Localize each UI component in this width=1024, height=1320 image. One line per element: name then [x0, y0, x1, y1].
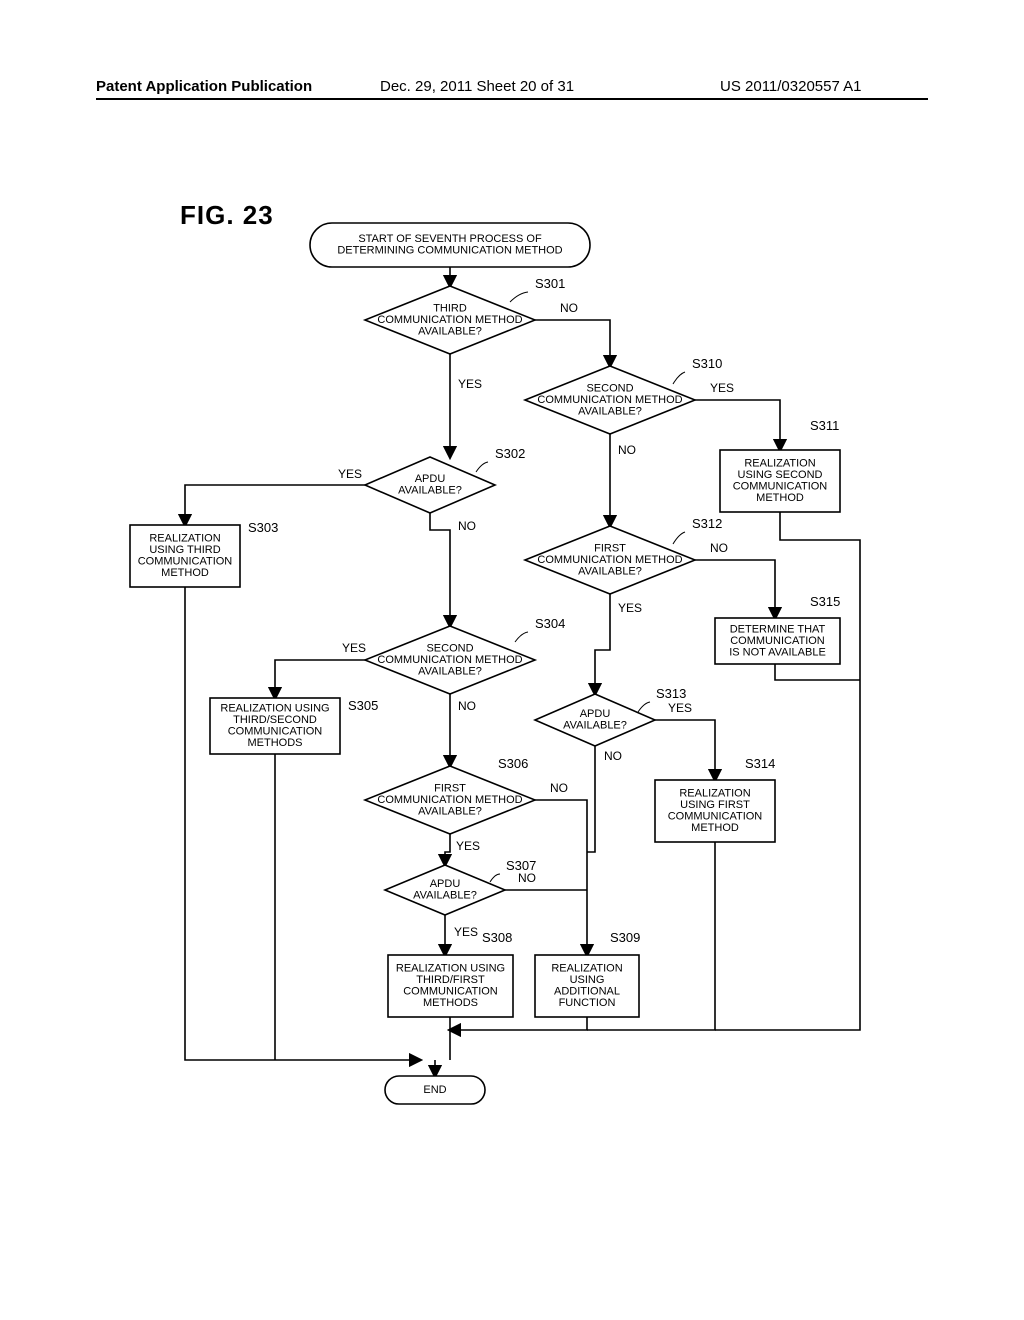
svg-text:THIRD: THIRD — [433, 302, 467, 314]
header-rule — [96, 98, 928, 100]
svg-text:YES: YES — [338, 467, 362, 481]
svg-text:AVAILABLE?: AVAILABLE? — [413, 890, 477, 902]
svg-text:DETERMINE THAT: DETERMINE THAT — [730, 623, 826, 635]
svg-text:S314: S314 — [745, 756, 775, 771]
svg-text:COMMUNICATION METHOD: COMMUNICATION METHOD — [377, 654, 522, 666]
svg-text:REALIZATION: REALIZATION — [679, 788, 750, 800]
svg-text:FIRST: FIRST — [594, 542, 626, 554]
svg-text:COMMUNICATION: COMMUNICATION — [138, 556, 233, 568]
svg-text:COMMUNICATION METHOD: COMMUNICATION METHOD — [537, 554, 682, 566]
svg-text:COMMUNICATION: COMMUNICATION — [403, 986, 498, 998]
svg-text:COMMUNICATION: COMMUNICATION — [730, 635, 825, 647]
svg-text:S312: S312 — [692, 516, 722, 531]
header-left: Patent Application Publication — [96, 78, 312, 95]
svg-text:AVAILABLE?: AVAILABLE? — [418, 665, 482, 677]
svg-text:YES: YES — [668, 701, 692, 715]
svg-text:FIRST: FIRST — [434, 782, 466, 794]
svg-text:AVAILABLE?: AVAILABLE? — [398, 485, 462, 497]
svg-text:REALIZATION: REALIZATION — [551, 963, 622, 975]
svg-text:S301: S301 — [535, 276, 565, 291]
svg-text:NO: NO — [550, 781, 568, 795]
svg-text:YES: YES — [710, 381, 734, 395]
svg-text:END: END — [423, 1084, 446, 1096]
svg-text:NO: NO — [458, 699, 476, 713]
svg-text:S307: S307 — [506, 858, 536, 873]
svg-text:AVAILABLE?: AVAILABLE? — [563, 720, 627, 732]
svg-text:SECOND: SECOND — [586, 382, 633, 394]
svg-text:AVAILABLE?: AVAILABLE? — [418, 325, 482, 337]
svg-text:COMMUNICATION: COMMUNICATION — [228, 726, 323, 738]
svg-text:FUNCTION: FUNCTION — [559, 997, 616, 1009]
svg-text:APDU: APDU — [430, 878, 461, 890]
svg-text:APDU: APDU — [415, 473, 446, 485]
svg-text:NO: NO — [710, 541, 728, 555]
svg-text:S309: S309 — [610, 930, 640, 945]
svg-text:SECOND: SECOND — [426, 642, 473, 654]
svg-text:S302: S302 — [495, 446, 525, 461]
svg-text:S315: S315 — [810, 594, 840, 609]
svg-text:USING FIRST: USING FIRST — [680, 799, 750, 811]
svg-text:REALIZATION USING: REALIZATION USING — [396, 963, 505, 975]
svg-text:APDU: APDU — [580, 708, 611, 720]
svg-text:THIRD/SECOND: THIRD/SECOND — [233, 714, 317, 726]
flowchart: YES NO YES NO YES NO YES NO YES NO YES NO NO YES YES NO… — [120, 220, 900, 1120]
page: Patent Application Publication Dec. 29, … — [0, 0, 1024, 1320]
svg-text:AVAILABLE?: AVAILABLE? — [578, 405, 642, 417]
svg-text:USING THIRD: USING THIRD — [149, 544, 220, 556]
svg-text:METHOD: METHOD — [756, 492, 804, 504]
svg-text:NO: NO — [618, 443, 636, 457]
svg-text:S305: S305 — [348, 698, 378, 713]
svg-text:YES: YES — [458, 377, 482, 391]
svg-text:METHOD: METHOD — [161, 567, 209, 579]
svg-text:USING SECOND: USING SECOND — [738, 469, 823, 481]
svg-text:NO: NO — [604, 749, 622, 763]
svg-text:AVAILABLE?: AVAILABLE? — [578, 565, 642, 577]
svg-text:THIRD/FIRST: THIRD/FIRST — [416, 974, 485, 986]
svg-text:COMMUNICATION: COMMUNICATION — [733, 481, 828, 493]
svg-text:REALIZATION USING: REALIZATION USING — [220, 703, 329, 715]
svg-text:S304: S304 — [535, 616, 565, 631]
svg-text:S306: S306 — [498, 756, 528, 771]
svg-text:START OF SEVENTH PROCESS OF: START OF SEVENTH PROCESS OF — [358, 233, 542, 245]
svg-text:USING: USING — [570, 974, 605, 986]
svg-text:S310: S310 — [692, 356, 722, 371]
svg-text:NO: NO — [518, 871, 536, 885]
svg-text:REALIZATION: REALIZATION — [744, 458, 815, 470]
svg-text:METHODS: METHODS — [423, 997, 478, 1009]
svg-text:COMMUNICATION METHOD: COMMUNICATION METHOD — [537, 394, 682, 406]
header-center: Dec. 29, 2011 Sheet 20 of 31 — [380, 78, 574, 95]
svg-text:YES: YES — [454, 925, 478, 939]
svg-text:REALIZATION: REALIZATION — [149, 533, 220, 545]
svg-text:NO: NO — [560, 301, 578, 315]
svg-text:AVAILABLE?: AVAILABLE? — [418, 805, 482, 817]
svg-text:COMMUNICATION: COMMUNICATION — [668, 811, 763, 823]
svg-text:DETERMINING COMMUNICATION METH: DETERMINING COMMUNICATION METHOD — [337, 245, 562, 257]
svg-text:S313: S313 — [656, 686, 686, 701]
svg-text:YES: YES — [342, 641, 366, 655]
svg-text:S308: S308 — [482, 930, 512, 945]
svg-text:METHODS: METHODS — [248, 737, 303, 749]
svg-text:COMMUNICATION METHOD: COMMUNICATION METHOD — [377, 314, 522, 326]
svg-text:YES: YES — [456, 839, 480, 853]
svg-text:S303: S303 — [248, 520, 278, 535]
svg-text:ADDITIONAL: ADDITIONAL — [554, 986, 620, 998]
svg-text:IS NOT AVAILABLE: IS NOT AVAILABLE — [729, 646, 826, 658]
svg-text:NO: NO — [458, 519, 476, 533]
header-right: US 2011/0320557 A1 — [720, 78, 862, 95]
svg-text:YES: YES — [618, 601, 642, 615]
svg-text:METHOD: METHOD — [691, 822, 739, 834]
svg-text:COMMUNICATION METHOD: COMMUNICATION METHOD — [377, 794, 522, 806]
svg-text:S311: S311 — [810, 418, 839, 433]
